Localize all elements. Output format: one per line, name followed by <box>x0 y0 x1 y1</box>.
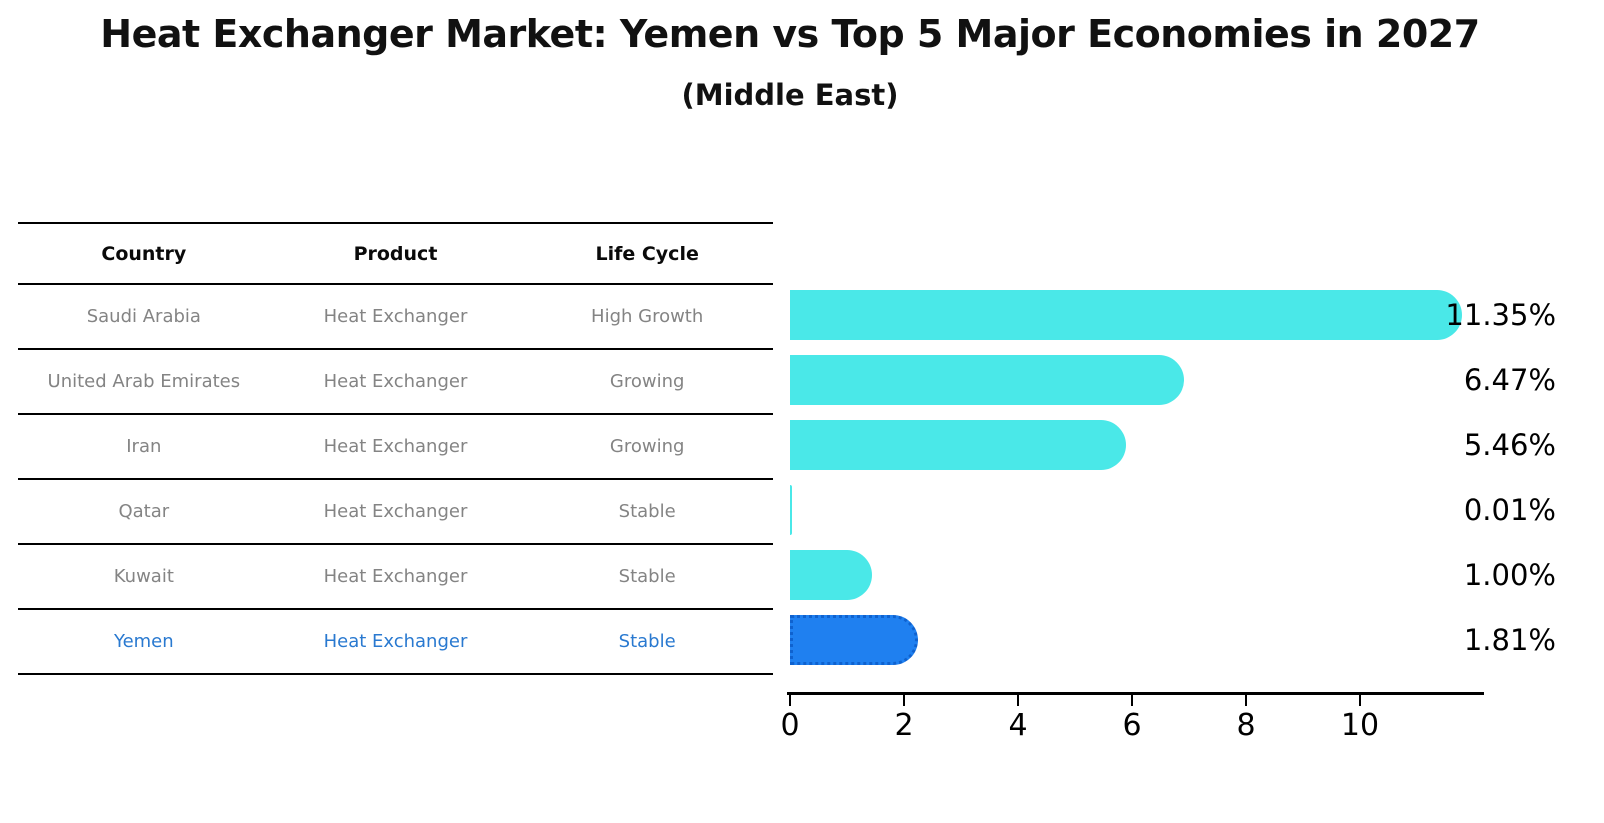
cell-country: Saudi Arabia <box>86 306 201 327</box>
cell-life-cycle: High Growth <box>591 306 704 327</box>
cell-life-cycle: Stable <box>618 566 676 587</box>
column-header-country: Country <box>101 242 187 265</box>
value-label-iran: 5.46% <box>1463 428 1556 462</box>
table-row: Saudi Arabia Heat Exchanger High Growth <box>18 285 773 350</box>
cell-product: Heat Exchanger <box>323 631 468 652</box>
cell-life-cycle: Stable <box>618 631 676 652</box>
value-label-kuwait: 1.00% <box>1463 558 1556 592</box>
x-tick-label: 10 <box>1340 708 1380 743</box>
cell-country: Yemen <box>113 631 174 652</box>
cell-country: United Arab Emirates <box>47 371 241 392</box>
table-row: United Arab Emirates Heat Exchanger Grow… <box>18 350 773 415</box>
bar-iran <box>790 420 1127 470</box>
x-tick-mark <box>903 695 905 706</box>
cell-product: Heat Exchanger <box>323 436 468 457</box>
bar-united-arab-emirates <box>790 355 1184 405</box>
cell-product: Heat Exchanger <box>323 371 468 392</box>
cell-product: Heat Exchanger <box>323 566 468 587</box>
x-tick-mark <box>1359 695 1361 706</box>
bar-qatar <box>790 485 792 535</box>
table-row: Qatar Heat Exchanger Stable <box>18 480 773 545</box>
cell-country: Kuwait <box>113 566 174 587</box>
cell-life-cycle: Growing <box>609 371 685 392</box>
column-header-life-cycle: Life Cycle <box>595 242 699 265</box>
value-label-qatar: 0.01% <box>1463 493 1556 527</box>
bar-chart: 0 2 4 6 8 10 <box>780 283 1484 823</box>
page-subtitle: (Middle East) <box>681 78 899 112</box>
table-row-yemen-highlighted: Yemen Heat Exchanger Stable <box>18 610 773 675</box>
page-title: Heat Exchanger Market: Yemen vs Top 5 Ma… <box>100 12 1480 56</box>
cell-life-cycle: Growing <box>609 436 685 457</box>
cell-country: Iran <box>126 436 162 457</box>
bar-saudi-arabia <box>790 290 1462 340</box>
x-tick-label: 2 <box>894 708 914 743</box>
table-header-row: Country Product Life Cycle <box>18 224 773 285</box>
x-tick-label: 6 <box>1122 708 1142 743</box>
value-label-united-arab-emirates: 6.47% <box>1463 363 1556 397</box>
bar-yemen-highlighted <box>790 615 919 665</box>
bar-kuwait <box>790 550 872 600</box>
x-tick-label: 0 <box>780 708 800 743</box>
x-tick-mark <box>789 695 791 706</box>
cell-product: Heat Exchanger <box>323 306 468 327</box>
cell-country: Qatar <box>118 501 170 522</box>
cell-product: Heat Exchanger <box>323 501 468 522</box>
x-tick-mark <box>1017 695 1019 706</box>
value-label-yemen: 1.81% <box>1463 623 1556 657</box>
x-tick-mark <box>1245 695 1247 706</box>
table-row: Kuwait Heat Exchanger Stable <box>18 545 773 610</box>
value-label-saudi-arabia: 11.35% <box>1445 298 1556 332</box>
data-table: Country Product Life Cycle Saudi Arabia … <box>18 222 773 675</box>
x-tick-label: 4 <box>1008 708 1028 743</box>
x-tick-label: 8 <box>1236 708 1256 743</box>
table-row: Iran Heat Exchanger Growing <box>18 415 773 480</box>
x-axis-line <box>787 692 1484 695</box>
column-header-product: Product <box>353 242 438 265</box>
cell-life-cycle: Stable <box>618 501 676 522</box>
x-tick-mark <box>1131 695 1133 706</box>
